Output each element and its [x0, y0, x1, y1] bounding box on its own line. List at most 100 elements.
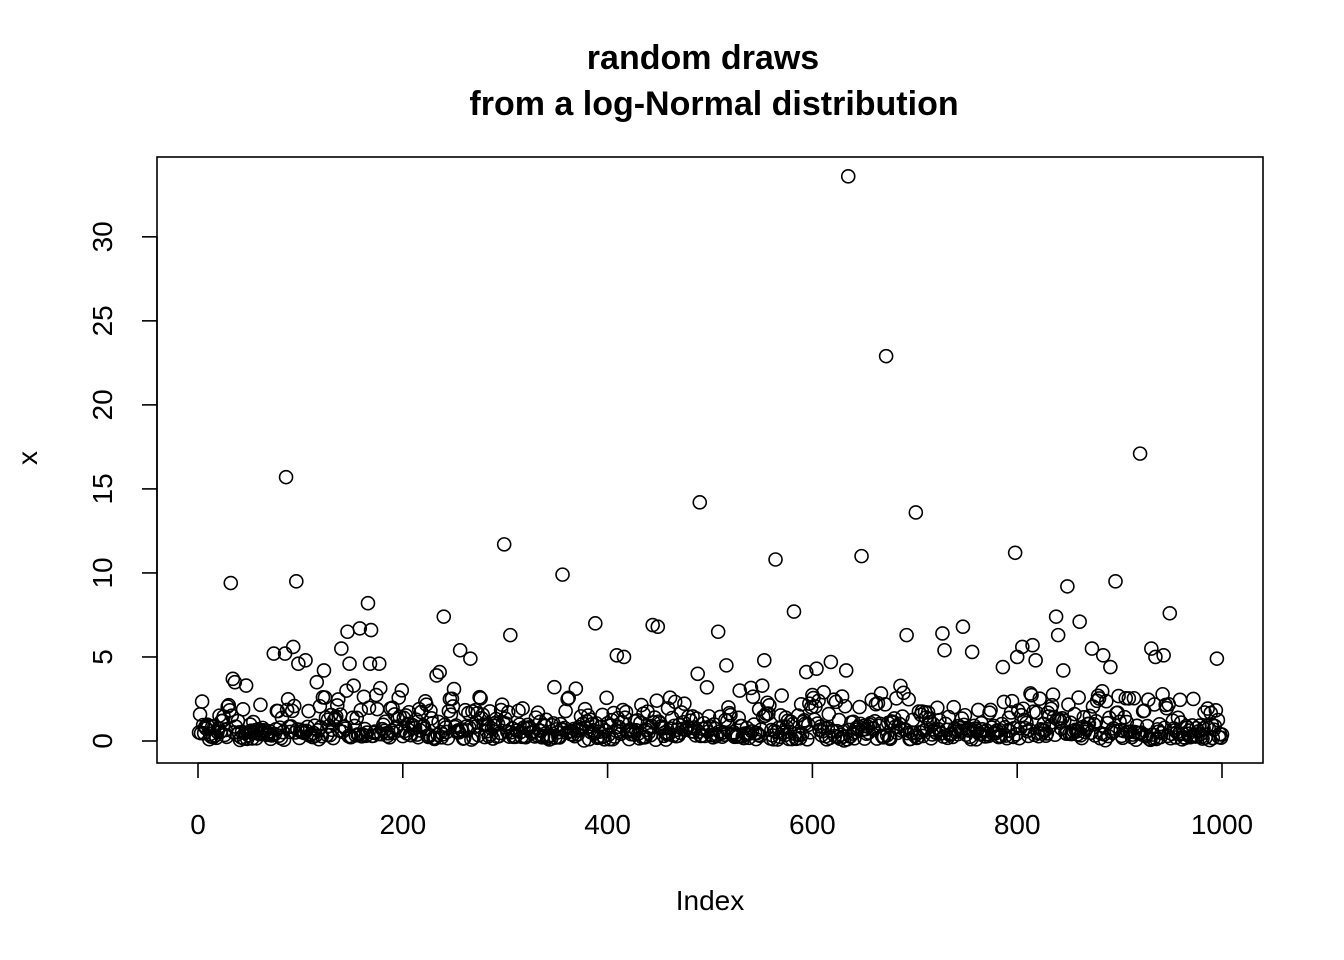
x-axis: 0 200 400 600 800 1000	[190, 762, 1253, 840]
data-point	[298, 653, 313, 668]
data-point	[662, 690, 678, 705]
data-point	[901, 691, 916, 707]
data-point	[995, 659, 1011, 675]
data-point	[599, 690, 614, 706]
data-point	[1091, 691, 1107, 706]
data-point	[1028, 653, 1043, 668]
data-point	[745, 689, 761, 704]
data-point	[837, 698, 853, 714]
data-point	[472, 689, 487, 705]
data-point	[316, 663, 332, 678]
data-point	[463, 651, 478, 666]
data-point	[692, 495, 708, 510]
data-point	[935, 626, 950, 641]
data-point	[496, 537, 512, 552]
data-point	[908, 505, 924, 520]
data-point	[877, 697, 893, 712]
data-point	[834, 689, 850, 704]
data-point	[403, 727, 419, 743]
data-point	[1148, 649, 1163, 665]
data-point	[1108, 574, 1123, 589]
data-point	[547, 679, 562, 695]
data-point	[349, 710, 365, 726]
data-point	[1162, 605, 1178, 621]
data-point	[826, 692, 842, 708]
data-point	[588, 616, 603, 631]
data-point	[1060, 579, 1075, 594]
data-point	[1072, 614, 1087, 629]
y-axis: 0 5 10 15 20 25 30	[87, 221, 158, 749]
data-point	[1067, 706, 1082, 722]
data-point	[429, 668, 444, 683]
data-points	[191, 169, 1230, 748]
data-point	[996, 694, 1012, 710]
data-point	[360, 595, 376, 611]
data-point	[1110, 705, 1125, 721]
y-tick-label: 25	[87, 305, 118, 336]
data-point	[937, 642, 952, 658]
data-point	[1111, 688, 1126, 704]
data-point	[955, 619, 971, 635]
data-point	[1119, 714, 1135, 730]
data-point	[309, 674, 325, 690]
data-point	[446, 681, 462, 697]
data-point	[1196, 721, 1211, 736]
data-point	[238, 678, 254, 693]
data-point	[347, 718, 362, 734]
data-point	[609, 647, 625, 663]
data-point	[1081, 716, 1097, 732]
chart-title-line1: random draws	[587, 39, 819, 77]
data-point	[786, 604, 802, 619]
data-point	[615, 702, 631, 718]
data-point	[799, 731, 815, 747]
data-point	[368, 687, 384, 703]
data-point	[1098, 693, 1114, 709]
data-point	[221, 697, 237, 713]
data-point	[893, 678, 908, 694]
data-point	[719, 658, 734, 673]
data-point	[560, 691, 575, 707]
chart-title-line2: from a log-Normal distribution	[469, 85, 958, 123]
data-point	[677, 696, 692, 711]
data-point	[854, 548, 869, 564]
data-point	[363, 622, 379, 638]
data-point	[1197, 705, 1212, 720]
data-point	[701, 709, 717, 724]
data-point	[352, 621, 368, 636]
data-point	[274, 710, 290, 726]
data-point	[353, 702, 369, 718]
data-point	[1156, 647, 1171, 663]
data-point	[754, 678, 770, 693]
data-point	[329, 698, 345, 713]
data-point	[361, 700, 377, 716]
data-point	[1025, 637, 1040, 653]
data-point	[530, 705, 546, 721]
data-point	[1009, 649, 1025, 665]
data-point	[1200, 701, 1215, 716]
data-point	[756, 653, 772, 668]
data-point	[436, 609, 452, 624]
data-point	[1015, 639, 1030, 655]
data-point	[946, 699, 962, 715]
data-point	[339, 683, 354, 698]
data-point	[743, 680, 759, 696]
data-point	[597, 732, 612, 747]
data-point	[500, 704, 516, 720]
data-point	[878, 348, 894, 364]
data-point	[288, 574, 304, 589]
data-point	[1005, 729, 1021, 745]
data-point	[432, 664, 447, 680]
data-point	[667, 694, 683, 710]
data-point	[278, 469, 294, 485]
data-point	[1144, 641, 1159, 656]
data-point	[362, 656, 378, 671]
data-point	[768, 552, 783, 567]
y-axis-label: x	[12, 451, 43, 465]
y-tick-label: 10	[87, 557, 118, 588]
data-point	[1172, 692, 1188, 708]
x-tick-label: 200	[379, 809, 426, 840]
data-point	[1214, 727, 1230, 742]
x-tick-label: 800	[994, 809, 1041, 840]
data-point	[444, 691, 460, 707]
data-point	[809, 661, 824, 677]
